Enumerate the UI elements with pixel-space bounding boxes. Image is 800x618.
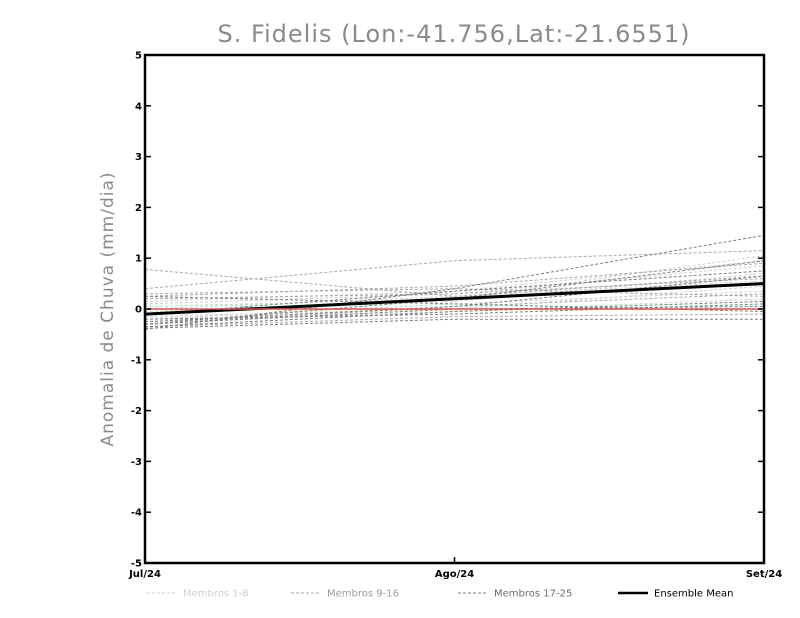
y-tick-label: 5 bbox=[135, 51, 142, 62]
y-tick-label: -2 bbox=[131, 406, 142, 417]
member-line-23 bbox=[144, 300, 765, 328]
member-line-24 bbox=[144, 306, 765, 325]
legend-label: Membros 9-16 bbox=[327, 589, 399, 600]
y-tick-label: 3 bbox=[135, 152, 142, 163]
member-line-7 bbox=[144, 298, 765, 323]
legend-label: Membros 17-25 bbox=[494, 589, 572, 600]
y-tick-label: -5 bbox=[131, 559, 142, 570]
member-line-11 bbox=[144, 262, 765, 297]
y-tick-label: 4 bbox=[135, 101, 142, 112]
member-line-1 bbox=[144, 255, 765, 307]
y-tick-label: -1 bbox=[131, 355, 142, 366]
x-ticks: Jul/24 Ago/24 Set/24 bbox=[128, 557, 782, 580]
y-ticks: 5 4 3 2 1 0 -1 -2 -3 -4 -5 bbox=[131, 51, 764, 570]
member-line-17 bbox=[144, 234, 765, 330]
y-tick-label: 0 bbox=[135, 305, 142, 316]
member-line-22 bbox=[144, 270, 765, 315]
member-line-5 bbox=[144, 290, 765, 320]
x-tick-label: Ago/24 bbox=[435, 569, 474, 580]
y-tick-label: 1 bbox=[135, 254, 142, 265]
member-line-13 bbox=[144, 313, 765, 328]
y-axis-label: Anomalia de Chuva (mm/dia) bbox=[98, 171, 118, 446]
series-layer bbox=[144, 234, 765, 330]
member-line-21 bbox=[144, 275, 765, 323]
chart-title: S. Fidelis (Lon:-41.756,Lat:-21.6551) bbox=[217, 20, 690, 48]
member-line-9 bbox=[144, 250, 765, 290]
legend-label: Ensemble Mean bbox=[654, 589, 733, 600]
y-tick-label: 2 bbox=[135, 203, 142, 214]
member-line-20 bbox=[144, 318, 764, 329]
member-line-2 bbox=[144, 265, 765, 305]
member-line-10 bbox=[144, 268, 765, 297]
legend-label: Membros 1-8 bbox=[183, 589, 249, 600]
member-line-14 bbox=[144, 278, 765, 300]
member-line-16 bbox=[144, 288, 765, 297]
x-tick-label: Set/24 bbox=[746, 569, 782, 580]
x-tick-label: Jul/24 bbox=[128, 569, 161, 580]
y-tick-label: -4 bbox=[131, 508, 142, 519]
legend: Membros 1-8 Membros 9-16 Membros 17-25 Ense… bbox=[147, 589, 733, 600]
y-tick-label: -3 bbox=[131, 457, 142, 468]
member-line-12 bbox=[144, 293, 765, 325]
